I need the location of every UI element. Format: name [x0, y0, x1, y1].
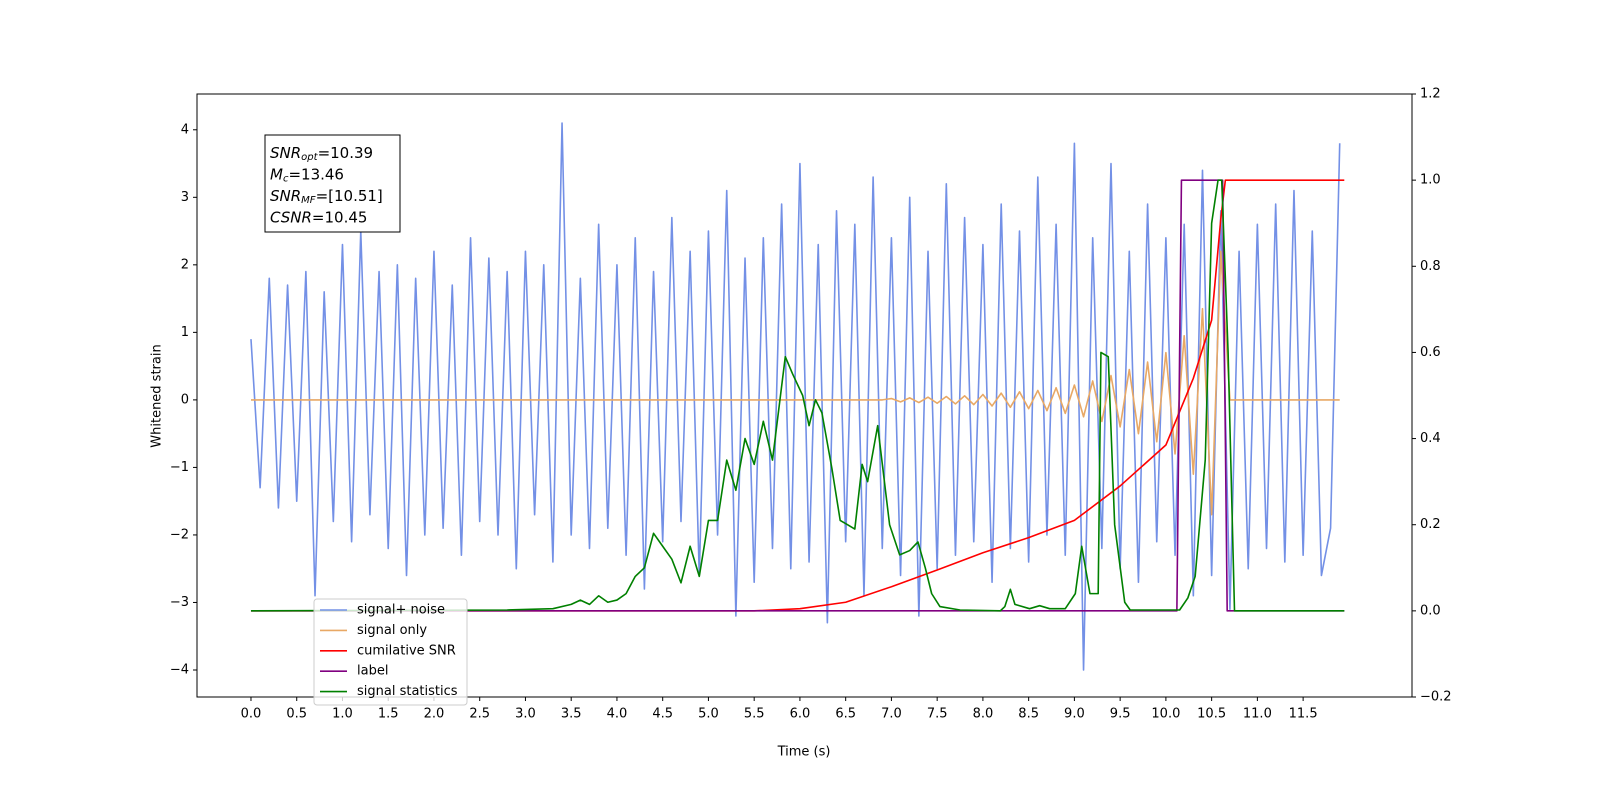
y-tick-label: −1 — [170, 460, 189, 475]
y-tick-label: 1 — [181, 325, 189, 340]
y2-tick-label: 0.4 — [1420, 431, 1441, 446]
y-axis-label: Whitened strain — [150, 344, 165, 447]
y-tick-label: −4 — [170, 662, 189, 677]
annotation-value: =10.39 — [318, 144, 374, 162]
series-line — [250, 179, 1345, 612]
series-line — [250, 122, 1341, 671]
x-tick-label: 8.0 — [973, 707, 994, 722]
annotation-symbol: M — [270, 165, 283, 183]
x-tick-label: 7.0 — [881, 707, 902, 722]
x-tick-label: 11.5 — [1289, 707, 1318, 722]
legend-label: label — [357, 664, 388, 679]
annotation-value: =10.45 — [312, 208, 368, 226]
y2-tick-label: 1.2 — [1420, 87, 1441, 102]
annotation-symbol: SNR — [270, 144, 301, 162]
x-tick-label: 7.5 — [927, 707, 948, 722]
y-tick-label: 3 — [181, 190, 189, 205]
annotation-frame — [264, 134, 401, 233]
x-tick-label: 6.0 — [790, 707, 811, 722]
series-line — [250, 179, 1345, 612]
x-tick-label: 10.0 — [1151, 707, 1180, 722]
x-axis-label: Time (s) — [777, 745, 831, 760]
legend-label: signal+ noise — [357, 603, 445, 618]
annotation-box: SNRopt=10.39Mc=13.46SNRMF=[10.51]CSNR=10… — [264, 134, 401, 233]
annotation-value: =13.46 — [288, 165, 344, 183]
axes-frame — [196, 93, 1413, 698]
annotation-subscript: c — [283, 174, 289, 185]
y2-tick-label: 0.8 — [1420, 259, 1441, 274]
annotation-subscript: MF — [301, 195, 316, 206]
y-tick-label: 0 — [181, 392, 189, 407]
x-tick-label: 5.0 — [698, 707, 719, 722]
y-tick-label: −3 — [170, 595, 189, 610]
y2-tick-label: 0.2 — [1420, 517, 1441, 532]
annotation-subscript: opt — [301, 152, 318, 163]
x-tick-label: 1.0 — [332, 707, 353, 722]
annotation-line: SNRopt=10.39 — [270, 144, 373, 164]
y-tick-label: −2 — [170, 527, 189, 542]
plot-area — [250, 122, 1345, 671]
x-tick-label: 10.5 — [1197, 707, 1226, 722]
y2-tick-label: 0.6 — [1420, 345, 1441, 360]
x-tick-label: 9.5 — [1110, 707, 1131, 722]
legend-label: signal only — [357, 623, 427, 638]
legend-label: cumilative SNR — [357, 643, 456, 658]
x-tick-label: 1.5 — [378, 707, 399, 722]
x-tick-label: 3.0 — [515, 707, 536, 722]
legend: signal+ noise signal only cumilative SNR la… — [313, 598, 468, 706]
x-tick-label: 2.5 — [469, 707, 490, 722]
x-tick-label: 8.5 — [1018, 707, 1039, 722]
x-tick-label: 0.0 — [241, 707, 262, 722]
y2-tick-label: 0.0 — [1420, 603, 1441, 618]
legend-label: signal statistics — [357, 684, 458, 699]
x-tick-label: 5.5 — [744, 707, 765, 722]
x-tick-label: 4.5 — [652, 707, 673, 722]
x-tick-label: 3.5 — [561, 707, 582, 722]
y-tick-label: 4 — [181, 122, 189, 137]
x-tick-label: 4.0 — [607, 707, 628, 722]
legend-frame — [313, 598, 468, 706]
annotation-value: =[10.51] — [316, 187, 383, 205]
series-line — [250, 250, 1340, 516]
annotation-line: Mc=13.46 — [270, 165, 344, 185]
y2-tick-label: −0.2 — [1420, 690, 1452, 705]
x-tick-label: 0.5 — [286, 707, 307, 722]
y2-tick-label: 1.0 — [1420, 173, 1441, 188]
annotation-symbol: CSNR — [270, 208, 312, 226]
annotation-line: CSNR=10.45 — [270, 208, 367, 226]
x-tick-label: 9.0 — [1064, 707, 1085, 722]
annotation-line: SNRMF=[10.51] — [270, 187, 383, 207]
y-tick-label: 2 — [181, 257, 189, 272]
x-tick-label: 11.0 — [1243, 707, 1272, 722]
x-tick-label: 2.0 — [424, 707, 445, 722]
x-tick-label: 6.5 — [835, 707, 856, 722]
annotation-symbol: SNR — [270, 187, 301, 205]
